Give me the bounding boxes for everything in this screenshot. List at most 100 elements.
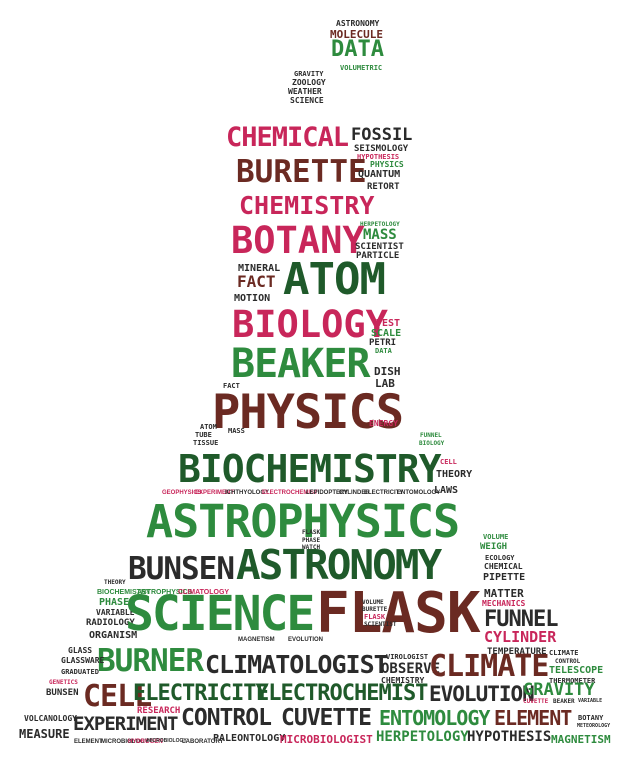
word-funnel: FUNNEL bbox=[484, 607, 558, 632]
word-magnetism: MAGNETISM bbox=[551, 733, 611, 746]
word-variable: VARIABLE bbox=[96, 608, 135, 617]
word-laboratory: LABORATORY bbox=[182, 739, 224, 745]
word-burette-small: BURETTE bbox=[362, 606, 388, 613]
word-lepidoptery: LEPIDOPTERY bbox=[306, 490, 349, 496]
word-biochemistry: BIOCHEMISTRY bbox=[178, 447, 442, 491]
word-herpetology: HERPETOLOGY bbox=[376, 729, 469, 745]
word-dish: DISH bbox=[374, 365, 401, 378]
word-glass: GLASS bbox=[68, 646, 93, 655]
word-geophysics: GEOPHYSICS bbox=[162, 490, 202, 496]
word-variable-small: VARIABLE bbox=[578, 698, 603, 704]
word-paleontology: PALEONTOLOGY bbox=[213, 733, 286, 744]
word-botany-small: BOTANY bbox=[578, 714, 604, 722]
word-thermometer: THERMOMETER bbox=[549, 677, 596, 685]
word-beaker: BEAKER bbox=[231, 341, 370, 387]
word-chemical: CHEMICAL bbox=[226, 122, 349, 153]
word-telescope: TELESCOPE bbox=[549, 665, 604, 676]
word-chemistry-small: CHEMISTRY bbox=[381, 676, 425, 685]
word-atom: ATOM bbox=[283, 254, 386, 305]
word-climate: CLIMATE bbox=[429, 649, 549, 684]
word-quantum: QUANTUM bbox=[358, 169, 401, 180]
word-volume-small: VOLUME bbox=[483, 533, 509, 541]
word-test: TEST bbox=[376, 318, 401, 329]
word-microbiologist-small: MICROBIOLOGY bbox=[147, 738, 187, 744]
word-theory2: THEORY bbox=[104, 579, 126, 586]
word-cylinder-small: CYLINDER bbox=[339, 490, 370, 496]
word-flask2: FLASK bbox=[364, 613, 386, 621]
word-lab: LAB bbox=[375, 377, 395, 390]
word-herpetology-small: HERPETOLOGY bbox=[360, 221, 400, 228]
word-biology-small: BIOLOGY bbox=[419, 440, 445, 447]
word-ichthyology: ICHTHYOLOGY bbox=[225, 490, 270, 496]
word-hypothesis-small: HYPOTHESIS bbox=[357, 153, 400, 161]
word-physics-small: PHYSICS bbox=[370, 160, 404, 169]
word-virologist: VIROLOGIST bbox=[386, 653, 429, 661]
word-cell: CELL bbox=[83, 679, 152, 714]
word-phase2: PHASE bbox=[99, 597, 130, 608]
word-evolution-small: EVOLUTION bbox=[288, 637, 324, 643]
word-climatologist: CLIMATOLOGIST bbox=[205, 650, 389, 679]
word-zoology: ZOOLOGY bbox=[292, 78, 326, 87]
word-element-small: ELEMENT bbox=[74, 739, 103, 745]
word-data-small: DATA bbox=[375, 347, 392, 355]
word-physics: PHYSICS bbox=[212, 385, 404, 440]
word-ecology: ECOLOGY bbox=[485, 554, 515, 562]
word-pipette: PIPETTE bbox=[483, 572, 526, 583]
word-seismology: SEISMOLOGY bbox=[354, 144, 409, 154]
word-meteorology: METEOROLOGY bbox=[577, 723, 611, 729]
word-volcanology: VOLCANOLOGY bbox=[24, 714, 77, 723]
word-experiment: EXPERIMENT bbox=[73, 713, 178, 735]
word-climate-small: CLIMATE bbox=[549, 649, 579, 657]
word-radiology: RADIOLOGY bbox=[86, 618, 135, 628]
word-bunsen: BUNSEN bbox=[128, 551, 235, 587]
word-science-top: SCIENCE bbox=[290, 96, 324, 105]
word-watch: WATCH bbox=[302, 544, 321, 551]
word-magnetism-small: MAGNETISM bbox=[238, 637, 275, 643]
word-element: ELEMENT bbox=[494, 706, 572, 730]
word-genetics: GENETICS bbox=[49, 679, 78, 686]
word-research: RESEARCH bbox=[137, 706, 181, 716]
word-hydrogen: HYDROGEN bbox=[128, 739, 163, 745]
word-control-small: CONTROL bbox=[555, 658, 581, 665]
word-fact2: FACT bbox=[223, 382, 240, 390]
word-hypothesis: HYPOTHESIS bbox=[467, 729, 552, 745]
word-biochemistry-small: BIOCHEMISTRY bbox=[97, 589, 151, 596]
word-electrochemist: ELECTROCHEMIST bbox=[256, 681, 428, 706]
word-tube: TUBE bbox=[195, 431, 212, 439]
word-tissue: TISSUE bbox=[193, 439, 219, 447]
word-mineral: MINERAL bbox=[238, 263, 281, 274]
word-particle: PARTICLE bbox=[356, 251, 400, 261]
word-funnel-small: FUNNEL bbox=[420, 432, 442, 439]
word-measure: MEASURE bbox=[19, 727, 70, 741]
word-cuvette-small: CUVETTE bbox=[523, 698, 549, 705]
word-scientist-small: SCIENTIST bbox=[364, 621, 397, 628]
word-matter: MATTER bbox=[484, 587, 524, 600]
word-entomology: ENTOMOLOGY bbox=[379, 706, 490, 730]
word-scientist: SCIENTIST bbox=[355, 242, 404, 252]
word-experiment-small: EXPERIMENT bbox=[195, 490, 235, 496]
word-weather: WEATHER bbox=[288, 87, 322, 96]
word-chemical-small: CHEMICAL bbox=[484, 562, 523, 571]
word-astronomy-top: ASTRONOMY bbox=[336, 19, 380, 28]
word-gravity: GRAVITY bbox=[523, 680, 595, 700]
word-retort: RETORT bbox=[367, 182, 400, 192]
word-cuvette: CUVETTE bbox=[281, 705, 372, 731]
word-molecule: MOLECULE bbox=[330, 28, 383, 41]
word-cell-small: CELL bbox=[440, 458, 457, 466]
word-beaker-small: BEAKER bbox=[553, 698, 575, 705]
word-botany: BOTANY bbox=[231, 219, 365, 262]
word-glassware: GLASSWARE bbox=[61, 656, 105, 665]
word-graduated: GRADUATED bbox=[61, 668, 99, 676]
word-control: CONTROL bbox=[181, 705, 272, 731]
word-electricity: ELECTRICITY bbox=[133, 681, 269, 706]
word-flask-small: FLASK bbox=[302, 529, 321, 536]
word-entomology-small: ENTOMOLOGY bbox=[397, 490, 441, 496]
word-fact: FACT bbox=[237, 272, 276, 291]
word-energy: ENERGY bbox=[369, 419, 398, 428]
word-scale: SCALE bbox=[371, 328, 402, 339]
word-electrochemist-small: ELECTROCHEMIST bbox=[262, 490, 318, 496]
word-burette: BURETTE bbox=[236, 154, 367, 190]
word-chemistry: CHEMISTRY bbox=[239, 191, 375, 220]
word-volumetric: VOLUMETRIC bbox=[340, 64, 383, 72]
